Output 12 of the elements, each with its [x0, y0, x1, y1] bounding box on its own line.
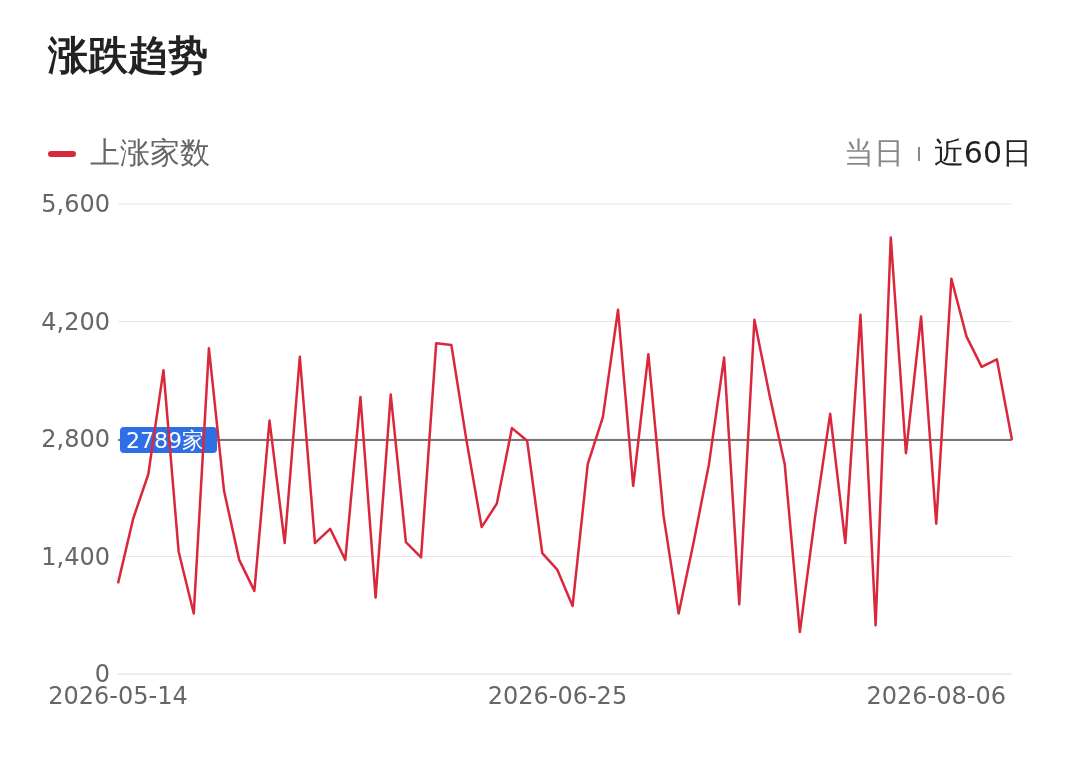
legend-label: 上涨家数 — [90, 134, 210, 172]
text: 近60日 — [933, 134, 1032, 172]
x-tick-label: 2026-05-14 — [48, 682, 188, 710]
x-tick-label: 2026-08-06 — [866, 682, 1006, 710]
y-tick-label: 4,200 — [41, 307, 110, 336]
x-tick-label: 2026-06-25 — [487, 682, 628, 710]
chart-title: 涨跌趋势 — [48, 31, 209, 80]
y-tick-label: 5,600 — [41, 190, 110, 218]
text: 当日 — [843, 134, 904, 172]
line-series — [116, 236, 1014, 634]
y-tick-label: 1,400 — [41, 542, 110, 571]
y-tick-label: 2,800 — [41, 425, 110, 453]
